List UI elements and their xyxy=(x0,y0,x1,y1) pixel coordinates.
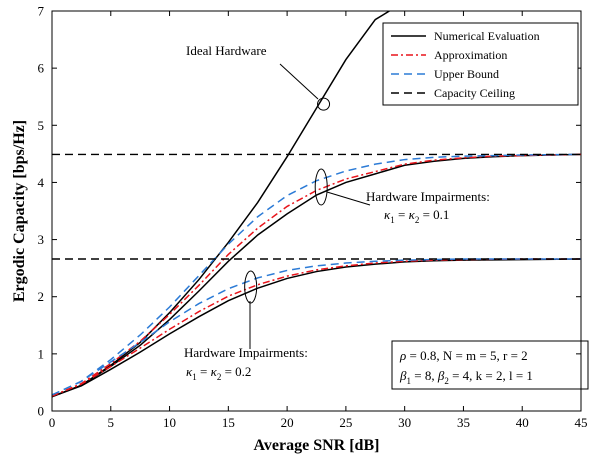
pointer-ideal xyxy=(279,63,319,100)
x-tick-label: 30 xyxy=(398,415,411,430)
y-tick-label: 2 xyxy=(38,289,45,304)
legend-label: Numerical Evaluation xyxy=(434,29,540,43)
ellipse-ideal xyxy=(317,97,331,111)
y-tick-label: 7 xyxy=(38,4,45,19)
parameter-line-2: β1 = 8, β2 = 4, k = 2, l = 1 xyxy=(399,368,533,386)
plot-frame xyxy=(51,10,582,412)
x-tick-label: 25 xyxy=(339,415,352,430)
x-axis-label: Average SNR [dB] xyxy=(254,437,380,454)
x-tick-label: 40 xyxy=(516,415,529,430)
annotation-hw2-title: Hardware Impairments: xyxy=(184,345,308,360)
y-axis-label: Ergodic Capacity [bps/Hz] xyxy=(11,120,28,302)
x-tick-label: 0 xyxy=(49,415,56,430)
y-tick-label: 4 xyxy=(38,175,45,190)
annotation-hw1-title: Hardware Impairments: xyxy=(366,189,490,204)
legend-label: Approximation xyxy=(434,48,507,62)
series-line-2-numerical xyxy=(52,153,581,398)
x-tick-label: 10 xyxy=(163,415,176,430)
series-line-3-approximation xyxy=(52,153,581,397)
annotation-ideal-hardware: Ideal Hardware xyxy=(186,43,267,58)
ellipse-hw2 xyxy=(244,270,258,304)
y-tick-label: 3 xyxy=(38,232,45,247)
y-tick-label: 5 xyxy=(38,118,45,133)
ellipse-hw1 xyxy=(314,168,328,206)
annotation-hw1-equation: κ1 = κ2 = 0.1 xyxy=(384,207,449,225)
series-line-7-upper-bound xyxy=(52,258,581,396)
x-tick-label: 5 xyxy=(108,415,115,430)
series-line-1-numerical xyxy=(52,11,390,398)
legend-label: Capacity Ceiling xyxy=(434,86,515,100)
y-tick-label: 1 xyxy=(38,346,45,361)
y-tick-label: 0 xyxy=(38,404,45,419)
pointer-hw1 xyxy=(326,191,371,206)
x-tick-label: 20 xyxy=(281,415,294,430)
legend-label: Upper Bound xyxy=(434,67,499,81)
annotation-layer: Ideal Hardware Hardware Impairments: κ1 … xyxy=(184,43,589,390)
series-layer xyxy=(52,11,581,398)
annotation-hw2-equation: κ1 = κ2 = 0.2 xyxy=(186,364,251,382)
legend: Numerical Evaluation Approximation Upper B… xyxy=(382,22,579,106)
parameter-box xyxy=(391,340,589,390)
series-line-6-approximation xyxy=(52,258,581,397)
parameter-line-1: ρ = 0.8, N = m = 5, r = 2 xyxy=(399,348,528,363)
x-tick-label: 35 xyxy=(457,415,470,430)
x-tick-label: 45 xyxy=(575,415,588,430)
x-tick-label: 15 xyxy=(222,415,235,430)
y-tick-label: 6 xyxy=(38,61,45,76)
series-line-4-upper-bound xyxy=(52,153,581,396)
